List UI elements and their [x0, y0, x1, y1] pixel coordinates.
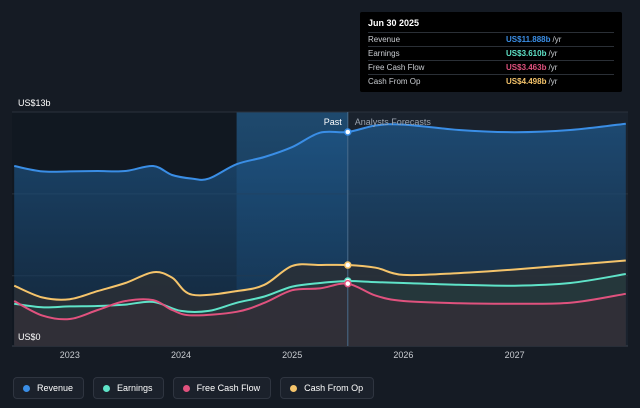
- tooltip: Jun 30 2025 Revenue US$11.888b /yr Earni…: [360, 12, 622, 92]
- tooltip-label: Free Cash Flow: [368, 63, 425, 72]
- tooltip-unit: /yr: [548, 77, 558, 86]
- past-label: Past: [324, 117, 343, 127]
- series-line-revenue: [14, 122, 626, 181]
- tooltip-label: Cash From Op: [368, 77, 421, 86]
- x-tick-label: 2027: [505, 350, 525, 360]
- legend-label: Revenue: [37, 383, 74, 393]
- x-tick-label: 2023: [60, 350, 80, 360]
- forecast-label: Analysts Forecasts: [355, 117, 432, 127]
- tooltip-label: Earnings: [368, 49, 400, 58]
- tooltip-row-cash-from-op: Cash From Op US$4.498b /yr: [368, 74, 614, 88]
- legend-item-free-cash-flow[interactable]: Free Cash Flow: [172, 377, 272, 399]
- x-tick-label: 2024: [171, 350, 191, 360]
- tooltip-unit: /yr: [552, 35, 562, 44]
- legend-dot-icon: [103, 384, 111, 392]
- legend-item-revenue[interactable]: Revenue: [13, 377, 85, 399]
- tooltip-row-earnings: Earnings US$3.610b /yr: [368, 46, 614, 60]
- tooltip-unit: /yr: [548, 63, 558, 72]
- legend-item-earnings[interactable]: Earnings: [93, 377, 164, 399]
- area-free-cash-flow: [14, 283, 626, 346]
- y-axis-top-label: US$13b: [18, 98, 51, 108]
- series-line-earnings: [14, 273, 626, 313]
- legend-dot-icon: [182, 384, 190, 392]
- data-point-marker: [344, 261, 352, 269]
- series-line-cash-from-op: [13, 259, 626, 301]
- tooltip-value: US$11.888b: [506, 35, 551, 44]
- tooltip-value: US$4.498b: [506, 77, 547, 86]
- tooltip-value: US$3.610b: [506, 49, 547, 58]
- tooltip-label: Revenue: [368, 35, 401, 44]
- x-tick-label: 2025: [282, 350, 302, 360]
- legend-item-cash-from-op[interactable]: Cash From Op: [280, 377, 375, 399]
- tooltip-row-revenue: Revenue US$11.888b /yr: [368, 32, 614, 46]
- tooltip-title: Jun 30 2025: [368, 18, 420, 28]
- legend-label: Free Cash Flow: [196, 383, 261, 393]
- data-point-marker: [344, 128, 352, 136]
- series-line-free-cash-flow: [13, 282, 626, 321]
- tooltip-row-free-cash-flow: Free Cash Flow US$3.463b /yr: [368, 60, 614, 74]
- legend-dot-icon: [290, 384, 298, 392]
- x-tick-label: 2026: [393, 350, 413, 360]
- y-axis-bottom-label: US$0: [18, 332, 41, 342]
- legend-label: Earnings: [117, 383, 153, 393]
- legend-dot-icon: [23, 384, 30, 392]
- legend-label: Cash From Op: [304, 383, 364, 393]
- tooltip-value: US$3.463b: [506, 63, 547, 72]
- legend: Revenue Earnings Free Cash Flow Cash Fro…: [13, 377, 375, 399]
- tooltip-unit: /yr: [548, 49, 558, 58]
- data-point-marker: [344, 279, 352, 288]
